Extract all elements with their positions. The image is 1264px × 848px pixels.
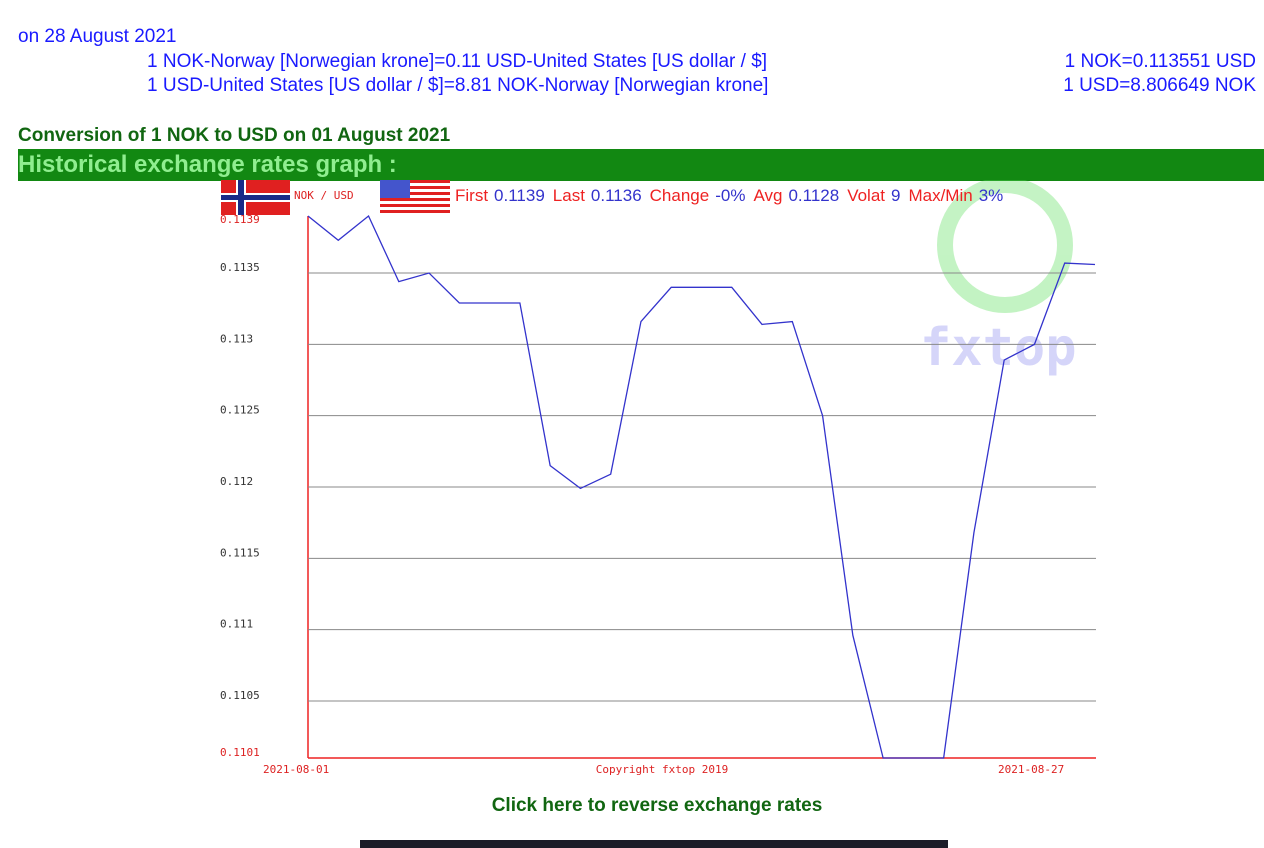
copyright: Copyright fxtop 2019 <box>596 763 728 776</box>
watermark: fxtop <box>920 180 1077 378</box>
y-tick-label: 0.113 <box>220 332 253 345</box>
stat-value: 3% <box>979 186 1004 205</box>
y-tick-label: 0.1135 <box>220 261 260 274</box>
y-tick-label: 0.1139 <box>220 213 260 226</box>
y-tick-label: 0.111 <box>220 618 253 631</box>
pair-label: NOK / USD <box>294 189 354 202</box>
x-tick-label: 2021-08-27 <box>998 763 1064 776</box>
stat-label: Max/Min <box>908 186 972 205</box>
y-tick-label: 0.1115 <box>220 546 260 559</box>
x-tick-label: 2021-08-01 <box>263 763 329 776</box>
y-tick-label: 0.1101 <box>220 746 260 759</box>
reverse-link[interactable]: Click here to reverse exchange rates <box>491 795 823 816</box>
data-line <box>307 214 1096 759</box>
rate-short: 1 NOK=0.113551 USD <box>1064 51 1256 72</box>
y-tick-label: 0.1125 <box>220 404 260 417</box>
stat-label: Last <box>553 186 585 205</box>
date-line: on 28 August 2021 <box>18 26 177 47</box>
section-title: Historical exchange rates graph : <box>18 151 397 178</box>
stat-value: -0% <box>715 186 745 205</box>
stat-value: 0.1136 <box>591 186 642 205</box>
y-tick-label: 0.1105 <box>220 689 260 702</box>
rate-text: 1 USD-United States [US dollar / $]=8.81… <box>147 75 769 96</box>
chart: fxtop NOK / USD First 0.1139 Last 0.1136 Cha… <box>220 180 1096 776</box>
stat-value: 0.1128 <box>788 186 839 205</box>
stat-label: Change <box>650 186 710 205</box>
y-tick-label: 0.112 <box>220 475 253 488</box>
bottom-image <box>360 840 948 848</box>
conversion-title: Conversion of 1 NOK to USD on 01 August … <box>18 125 451 146</box>
stat-value: 0.1139 <box>494 186 545 205</box>
stats: First 0.1139 Last 0.1136 Change -0% Avg 0.1128 V… <box>455 186 1003 205</box>
flag-no <box>221 180 290 215</box>
section-bar: Historical exchange rates graph : <box>18 149 1264 181</box>
stat-label: Avg <box>753 186 782 205</box>
rate-short: 1 USD=8.806649 NOK <box>1063 75 1256 96</box>
logo-text: fxtop <box>920 318 1077 378</box>
stat-label: Volat <box>847 186 885 205</box>
stat-value: 9 <box>891 186 900 205</box>
logo-ring <box>937 180 1073 313</box>
rate-text: 1 NOK-Norway [Norwegian krone]=0.11 USD-… <box>147 51 768 72</box>
flag-us <box>380 180 450 215</box>
stat-label: First <box>455 186 488 205</box>
